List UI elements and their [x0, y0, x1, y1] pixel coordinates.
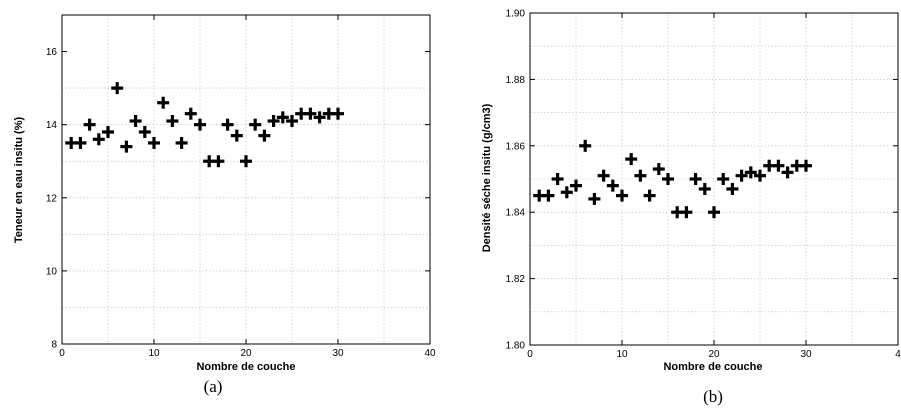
chart-a-data-point — [313, 111, 326, 124]
chart-a-ticks: 0 10 20 30 40 8 10 12 14 16 — [46, 15, 436, 359]
chart-b-data-point — [800, 159, 812, 172]
chart-a-data-point — [83, 118, 96, 131]
chart-a-data-point — [184, 107, 197, 120]
chart-b-data-point — [781, 166, 794, 179]
chart-b-data-point — [735, 169, 748, 182]
chart-b-panel-label: (b) — [703, 387, 723, 406]
chart-b-data-point — [744, 166, 757, 179]
chart-a-data-point — [111, 82, 124, 95]
chart-a-data-point — [175, 136, 188, 149]
chart-b-data-point — [754, 169, 766, 182]
chart-a-x-tick-label: 30 — [332, 348, 344, 359]
chart-b-y-tick-label: 1.84 — [506, 208, 526, 219]
chart-a-data-point — [194, 118, 206, 131]
chart-a-data-point — [74, 136, 87, 149]
chart-b-ticks: 0 10 20 30 4 1.80 1.82 1.84 1.86 1.88 1.90 — [506, 9, 901, 361]
chart-b-data-point — [643, 189, 656, 202]
chart-a-data-point — [286, 115, 298, 128]
chart-a-data-point — [138, 125, 151, 138]
chart-a-data-point — [148, 136, 160, 149]
chart-b-x-axis-label: Nombre de couche — [663, 361, 762, 373]
chart-a-y-axis-label: Teneur en eau insitu (%) — [13, 117, 25, 244]
chart-b-y-tick-label: 1.90 — [506, 9, 526, 20]
chart-a-grid — [62, 15, 430, 344]
chart-a-y-tick-label: 16 — [46, 47, 58, 58]
chart-b-data-point — [708, 206, 720, 219]
chart-a-panel-label: (a) — [204, 377, 223, 396]
chart-b-x-tick-label: 30 — [800, 349, 812, 360]
chart-a-x-tick-label: 20 — [240, 348, 252, 359]
chart-a-data-point — [102, 125, 114, 138]
chart-a-data-point — [120, 140, 133, 153]
chart-a-y-tick-label: 14 — [46, 120, 58, 131]
chart-b-data-point — [652, 163, 665, 176]
chart-b-x-tick-label: 0 — [527, 349, 533, 360]
chart-b-data-point — [662, 173, 674, 185]
chart-a-y-tick-label: 12 — [46, 193, 58, 204]
chart-a-x-tick-label: 40 — [424, 348, 436, 359]
chart-b-data-point — [689, 173, 702, 185]
chart-a-data-point — [249, 118, 262, 131]
chart-b-y-axis-label: Densité séche insitu (g/cm3) — [481, 103, 493, 252]
chart-b-points — [533, 139, 812, 219]
chart-b-data-point — [570, 179, 582, 192]
chart-b-data-point — [597, 169, 610, 182]
chart-a-data-point — [221, 118, 234, 131]
chart-b-grid — [530, 13, 898, 345]
chart-a-data-point — [304, 107, 317, 120]
chart-a-data-point — [230, 129, 243, 142]
chart-b-data-point — [579, 139, 592, 152]
chart-b-x-tick-label: 20 — [708, 349, 720, 360]
chart-a-x-axis-label: Nombre de couche — [196, 361, 295, 373]
chart-a-data-point — [157, 96, 170, 109]
chart-b-x-tick-label: 4 — [895, 349, 901, 360]
chart-b-data-point — [717, 173, 730, 185]
chart-a-data-point — [258, 129, 271, 142]
chart-b-data-point — [698, 182, 711, 195]
chart-a-data-point — [129, 115, 142, 128]
chart-a-data-point — [212, 155, 225, 168]
chart-b-y-tick-label: 1.88 — [506, 75, 526, 86]
chart-a-x-tick-label: 0 — [59, 348, 65, 359]
chart-b-data-point — [551, 173, 564, 185]
chart-b-data-point — [625, 153, 638, 166]
chart-a-y-tick-label: 8 — [51, 340, 57, 351]
chart-a-data-point — [240, 155, 252, 168]
chart-b: 0 10 20 30 4 1.80 1.82 1.84 1.86 1.88 1.90 Nombre … — [481, 9, 901, 407]
chart-b-x-tick-label: 10 — [616, 349, 628, 360]
chart-b-data-point — [726, 182, 739, 195]
chart-b-y-tick-label: 1.86 — [506, 141, 526, 152]
chart-a-y-tick-label: 10 — [46, 266, 58, 277]
chart-a-data-point — [267, 115, 280, 128]
chart-b-data-point — [606, 179, 619, 192]
chart-b-data-point — [588, 192, 601, 205]
chart-b-data-point — [542, 189, 555, 202]
chart-b-data-point — [680, 206, 693, 219]
chart-b-y-tick-label: 1.80 — [506, 341, 526, 352]
chart-a-data-point — [92, 133, 105, 146]
chart-a-data-point — [332, 107, 344, 120]
chart-b-data-point — [772, 159, 785, 172]
chart-a: 0 10 20 30 40 8 10 12 14 16 Nombre de couche Tene… — [13, 14, 436, 396]
chart-a-data-point — [276, 111, 289, 124]
chart-a-data-point — [166, 115, 179, 128]
chart-b-y-tick-label: 1.82 — [506, 274, 526, 285]
chart-a-x-tick-label: 10 — [148, 348, 160, 359]
chart-b-data-point — [560, 186, 573, 199]
chart-b-data-point — [616, 189, 628, 202]
chart-a-points — [65, 82, 344, 168]
chart-b-data-point — [634, 169, 647, 182]
